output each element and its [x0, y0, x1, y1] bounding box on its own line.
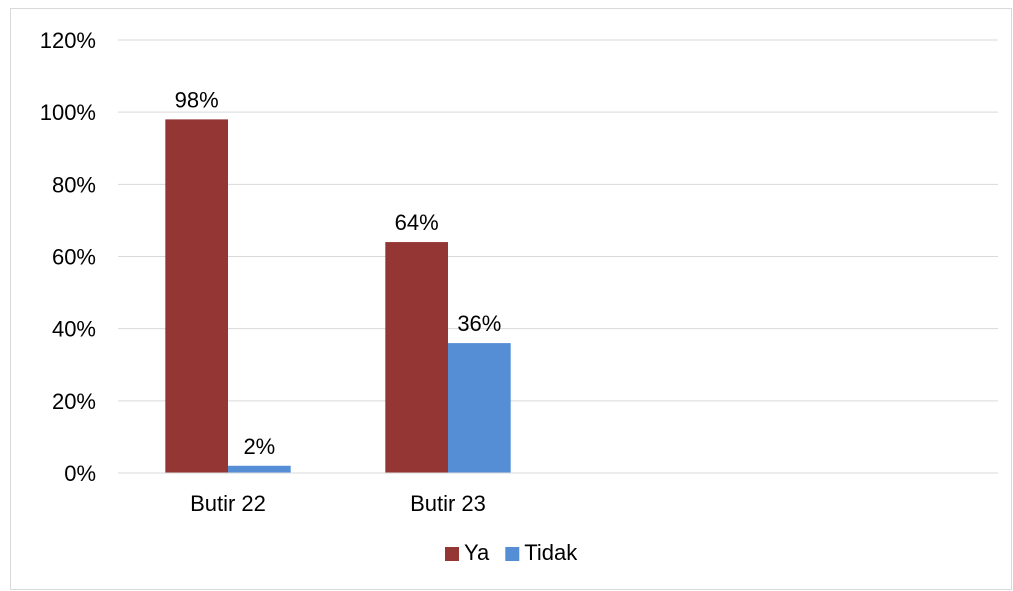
legend-entry: Ya	[464, 540, 490, 565]
legend-entry: Tidak	[524, 540, 578, 565]
y-tick-label: 80%	[52, 172, 96, 197]
data-label: 2%	[243, 434, 275, 459]
y-tick-label: 100%	[40, 100, 96, 125]
bars	[165, 119, 511, 473]
data-label: 64%	[395, 210, 439, 235]
data-label: 36%	[457, 311, 501, 336]
legend-swatch	[445, 547, 459, 561]
x-tick-label: Butir 23	[410, 491, 486, 516]
x-tick-label: Butir 22	[190, 491, 266, 516]
y-tick-label: 120%	[40, 28, 96, 53]
legend: Ya Tidak	[445, 540, 578, 565]
y-tick-label: 20%	[52, 389, 96, 414]
y-tick-label: 60%	[52, 245, 96, 270]
data-labels: 98% 2% 64% 36%	[175, 87, 502, 458]
gridlines	[118, 39, 998, 402]
x-axis-tick-labels: Butir 22 Butir 23	[190, 491, 486, 516]
y-axis-tick-labels: 0% 20% 40% 60% 80% 100% 120%	[40, 28, 96, 486]
bar	[448, 343, 511, 473]
bar	[228, 465, 291, 473]
bar	[385, 242, 448, 473]
y-tick-label: 0%	[64, 461, 96, 486]
data-label: 98%	[175, 87, 219, 112]
y-tick-label: 40%	[52, 317, 96, 342]
bar	[165, 119, 228, 473]
legend-swatch	[505, 547, 520, 561]
